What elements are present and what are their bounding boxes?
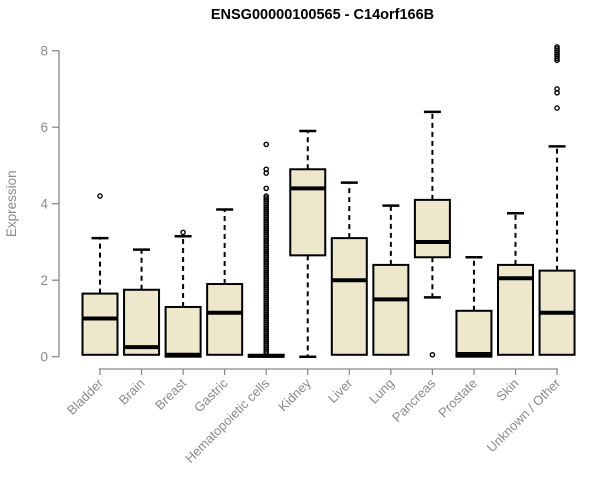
boxplot-brain <box>123 248 161 356</box>
y-tick-label: 6 <box>40 120 48 135</box>
x-tick-label-brain: Brain <box>116 376 148 408</box>
outlier-point <box>554 45 560 52</box>
y-tick-label: 4 <box>40 197 48 212</box>
iqr-box <box>455 309 493 358</box>
y-tick-label: 8 <box>40 44 48 59</box>
iqr-box <box>413 198 451 259</box>
outlier-point <box>263 141 270 148</box>
x-tick-label-kidney: Kidney <box>275 375 314 414</box>
x-tick-label-lung: Lung <box>366 376 397 407</box>
y-tick-label: 2 <box>40 273 48 288</box>
y-tick-label: 0 <box>40 350 48 365</box>
iqr-box <box>123 288 161 356</box>
x-tick-label-liver: Liver <box>325 375 356 406</box>
x-tick-label-gastric: Gastric <box>191 375 231 415</box>
boxplot-prostate <box>455 256 493 358</box>
x-tick-label-bladder: Bladder <box>64 375 107 418</box>
x-tick-label-unknown-other: Unknown / Other <box>484 375 564 455</box>
boxplot-breast <box>164 229 202 358</box>
boxplot-liver <box>330 181 368 356</box>
boxplot-gastric <box>206 208 244 356</box>
outlier-point <box>97 193 103 199</box>
outlier-point <box>263 193 270 199</box>
y-axis-title: Expression <box>4 170 19 237</box>
outlier-point <box>429 351 436 358</box>
iqr-box <box>206 283 244 356</box>
outlier-point <box>554 44 560 50</box>
x-tick-label-skin: Skin <box>493 376 521 404</box>
x-tick-label-prostate: Prostate <box>435 376 480 421</box>
outlier-point <box>180 229 186 236</box>
iqr-box <box>330 237 368 356</box>
outlier-point <box>263 185 270 192</box>
boxplot-skin <box>497 212 534 356</box>
boxplot-hematopoietic-cells <box>247 141 285 358</box>
x-tick-label-pancreas: Pancreas <box>389 375 439 425</box>
chart-title: ENSG00000100565 - C14orf166B <box>210 7 435 23</box>
boxplot-lung <box>372 204 410 356</box>
iqr-box <box>81 292 119 356</box>
iqr-box <box>372 263 410 356</box>
outlier-point <box>554 86 560 92</box>
iqr-box <box>164 305 202 358</box>
x-tick-label-breast: Breast <box>152 375 189 412</box>
outlier-point <box>263 166 270 173</box>
outlier-point <box>263 195 270 201</box>
boxplot-kidney <box>289 129 327 358</box>
boxplot-pancreas <box>413 110 451 358</box>
outlier-point <box>554 105 560 111</box>
iqr-box <box>289 168 327 257</box>
boxplot-unknown-other <box>538 44 576 356</box>
boxplot-bladder <box>81 193 119 356</box>
